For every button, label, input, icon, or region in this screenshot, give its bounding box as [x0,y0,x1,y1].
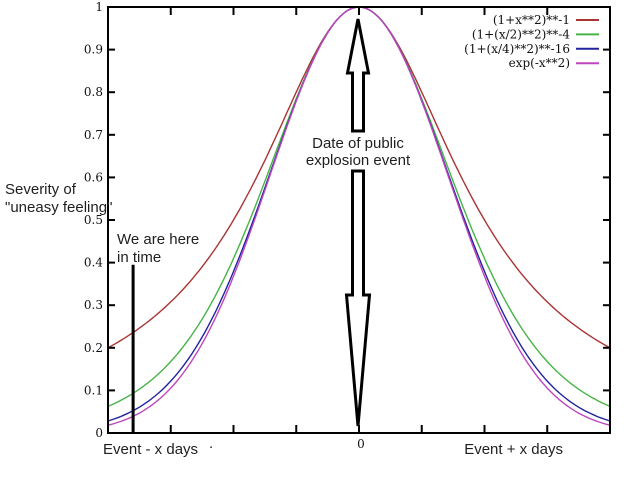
legend-label-3: (1+(x/4)**2)**-16 [464,42,570,56]
y-axis-annotation: Severity of "uneasy feeling" [5,181,112,217]
x-axis-right-label: Event + x days [464,441,563,458]
x-axis-left-label: Event - x days [103,441,199,458]
y-tick-label: 0.3 [84,298,103,312]
y-tick-label: 0 [95,426,103,440]
y-tick-label: 0.6 [84,170,103,184]
y-tick-label: 0.2 [84,341,103,355]
y-tick-label: 1 [95,0,103,14]
tick-labels: 0 0 0.1 0.2 0.3 0.4 0.5 0.6 0.7 0.8 0.9 1 [84,0,365,451]
y-tick-label: 0.9 [84,43,103,57]
plot-frame [107,6,611,434]
y-tick-label: 0.7 [84,128,103,142]
down-arrow-icon [344,169,372,427]
axis-ticks [109,8,609,432]
legend-label-2: (1+(x/2)**2)**-4 [472,27,571,41]
legend: (1+x**2)**-1(1+(x/2)**2)**-4(1+(x/4)**2)… [464,13,599,70]
we-are-here-annotation: We are here in time [117,231,199,267]
y-tick-label: 0.5 [84,213,103,227]
plot-border [107,6,611,434]
event-date-line2: explosion event [305,152,411,169]
y-axis-annotation-line1: Severity of [5,181,76,198]
x-tick-label: 0 [357,437,365,451]
event-date-annotation: Date of public explosion event [278,135,438,169]
up-arrow-icon [345,18,371,133]
legend-label-1: (1+x**2)**-1 [493,13,570,27]
event-date-line1: Date of public [312,135,404,152]
y-tick-label: 0.4 [84,256,103,270]
y-axis-annotation-line2: "uneasy feeling" [5,199,113,216]
y-tick-label: 0.1 [84,383,103,397]
legend-label-4: exp(-x**2) [509,56,570,70]
we-are-here-line1: We are here [117,231,200,248]
y-tick-label: 0.8 [84,85,103,99]
stray-dot: . [209,435,214,452]
we-are-here-line2: in time [117,249,162,266]
